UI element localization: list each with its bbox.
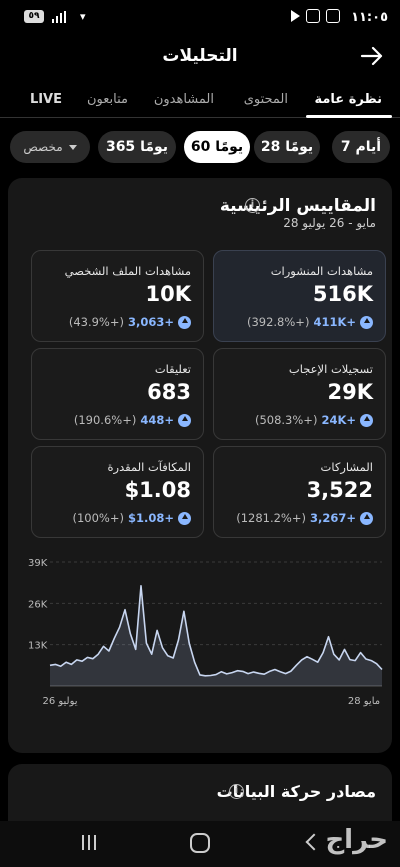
y-tick-label: 39K <box>28 558 48 569</box>
delta-number: $1.08+ <box>127 511 174 525</box>
views-chart[interactable]: 39K 26K 13K 28 مايو 26 يوليو <box>8 550 392 735</box>
back-icon[interactable] <box>305 833 323 851</box>
wifi-icon: ▾ <box>80 10 86 23</box>
metric-value: $1.08 <box>124 478 191 502</box>
metric-card-post-views[interactable]: مشاهدات المنشورات 516K (392.8%+) 411K+ <box>213 250 386 342</box>
metric-delta: (43.9%+) 3,063+ <box>69 315 191 329</box>
delta-percent: (392.8%+) <box>246 315 310 329</box>
metric-value: 10K <box>145 282 192 306</box>
play-icon <box>291 10 300 22</box>
traffic-sources-panel: مصادر حركة البيانات i <box>8 764 392 824</box>
chip-custom-label: مخصص <box>23 140 63 154</box>
home-icon[interactable] <box>190 833 210 853</box>
arrow-up-icon <box>360 511 373 525</box>
metric-delta: (1281.2%+) 3,267+ <box>236 511 373 525</box>
metric-label: تسجيلات الإعجاب <box>288 362 373 376</box>
tab-viewers[interactable]: المشاهدون <box>153 92 214 107</box>
tab-overview[interactable]: نظرة عامة <box>314 92 382 107</box>
x-tick-label: 26 يوليو <box>42 696 77 707</box>
metric-label: مشاهدات الملف الشخصي <box>64 264 191 278</box>
image-icon <box>326 9 340 23</box>
metric-value: 29K <box>327 380 374 404</box>
app-header: التحليلات <box>0 36 400 76</box>
notification-icons <box>291 9 340 23</box>
recent-apps-icon[interactable] <box>82 835 96 850</box>
back-arrow-icon[interactable] <box>358 42 386 70</box>
y-tick-label: 13K <box>28 641 48 652</box>
metric-value: 516K <box>312 282 373 306</box>
delta-number: 411K+ <box>313 315 356 329</box>
metric-label: مشاهدات المنشورات <box>270 264 373 278</box>
metric-label: المشاركات <box>320 460 373 474</box>
system-nav-bar: حراج <box>0 821 400 867</box>
battery-icon: ٥٩ <box>24 10 44 23</box>
x-tick-label: 28 مايو <box>348 696 380 707</box>
arrow-up-icon <box>360 315 373 329</box>
delta-percent: (508.3%+) <box>254 413 318 427</box>
delta-percent: (190.6%+) <box>73 413 137 427</box>
info-icon[interactable]: i <box>229 784 244 799</box>
tab-live[interactable]: LIVE <box>29 92 62 107</box>
date-range-chips: 7 أيام 28 يومًا 60 يومًا 365 يومًا مخصص <box>0 131 400 165</box>
watermark-logo: حراج <box>325 825 388 855</box>
chip-7-days[interactable]: 7 أيام <box>332 131 390 163</box>
info-icon[interactable]: i <box>245 198 260 213</box>
metric-label: المكافآت المقدرة <box>107 460 191 474</box>
metric-card-shares[interactable]: المشاركات 3,522 (1281.2%+) 3,267+ <box>213 446 386 538</box>
line-chart: 39K 26K 13K 28 مايو 26 يوليو <box>28 558 383 707</box>
metric-delta: (190.6%+) 448+ <box>74 413 191 427</box>
key-metrics-panel: المقاييس الرئيسية i 28 مايو - 26 يوليو م… <box>8 178 392 753</box>
date-range-label: 28 مايو - 26 يوليو <box>283 216 376 230</box>
chip-60-days[interactable]: 60 يومًا <box>184 131 250 163</box>
scan-icon <box>306 9 320 23</box>
chevron-down-icon <box>68 144 77 150</box>
delta-percent: (100%+) <box>72 511 124 525</box>
signal-icon <box>52 11 66 23</box>
tab-bar: نظرة عامة المحتوى المشاهدون متابعون LIVE <box>0 86 400 118</box>
metric-card-likes[interactable]: تسجيلات الإعجاب 29K (508.3%+) 24K+ <box>213 348 386 440</box>
status-bar: ٥٩ ▾ ١١:٠٥ <box>0 0 400 34</box>
delta-number: 3,267+ <box>309 511 356 525</box>
delta-number: 24K+ <box>321 413 356 427</box>
chip-365-days[interactable]: 365 يومًا <box>98 131 176 163</box>
y-tick-label: 26K <box>28 599 48 610</box>
metric-card-rewards[interactable]: المكافآت المقدرة $1.08 (100%+) $1.08+ <box>31 446 204 538</box>
series-line <box>49 585 383 677</box>
delta-number: 448+ <box>140 413 174 427</box>
arrow-up-icon <box>178 315 191 329</box>
delta-percent: (43.9%+) <box>68 315 124 329</box>
delta-percent: (1281.2%+) <box>236 511 306 525</box>
chip-28-days[interactable]: 28 يومًا <box>254 131 320 163</box>
metric-delta: (508.3%+) 24K+ <box>255 413 373 427</box>
metric-card-profile-views[interactable]: مشاهدات الملف الشخصي 10K (43.9%+) 3,063+ <box>31 250 204 342</box>
tab-content[interactable]: المحتوى <box>243 92 288 107</box>
status-time: ١١:٠٥ <box>351 10 388 25</box>
tab-active-indicator <box>306 115 392 118</box>
arrow-up-icon <box>178 413 191 427</box>
delta-number: 3,063+ <box>127 315 174 329</box>
chip-custom[interactable]: مخصص <box>10 131 90 163</box>
metric-value: 3,522 <box>306 478 373 502</box>
metric-delta: (392.8%+) 411K+ <box>247 315 373 329</box>
metric-label: تعليقات <box>154 362 191 376</box>
metric-card-comments[interactable]: تعليقات 683 (190.6%+) 448+ <box>31 348 204 440</box>
tab-followers[interactable]: متابعون <box>87 92 128 107</box>
metric-value: 683 <box>147 380 191 404</box>
traffic-sources-title: مصادر حركة البيانات <box>216 782 376 801</box>
arrow-up-icon <box>178 511 191 525</box>
key-metrics-title: المقاييس الرئيسية <box>219 196 376 216</box>
arrow-up-icon <box>360 413 373 427</box>
metric-delta: (100%+) $1.08+ <box>72 511 191 525</box>
page-title: التحليلات <box>162 46 238 66</box>
series-area <box>50 585 382 686</box>
